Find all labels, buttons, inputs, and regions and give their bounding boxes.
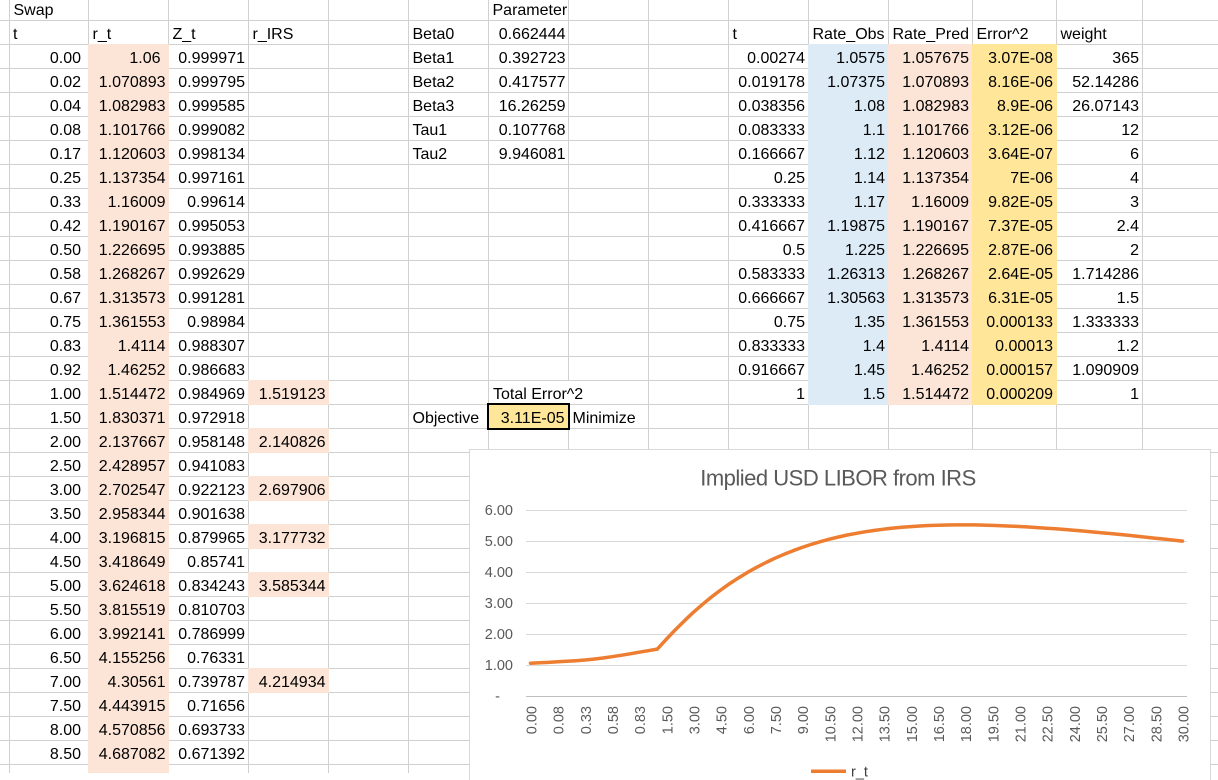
svg-text:5.00: 5.00 (485, 534, 513, 550)
svg-text:13.50: 13.50 (878, 706, 894, 742)
svg-text:6.00: 6.00 (485, 503, 513, 519)
svg-text:0.58: 0.58 (606, 706, 622, 734)
svg-text:7.50: 7.50 (769, 706, 785, 734)
svg-text:25.50: 25.50 (1095, 706, 1111, 742)
svg-text:0.00: 0.00 (525, 706, 541, 734)
svg-text:15.00: 15.00 (905, 706, 921, 742)
svg-text:16.50: 16.50 (932, 706, 948, 742)
svg-text:10.50: 10.50 (823, 706, 839, 742)
svg-text:Implied USD LIBOR from IRS: Implied USD LIBOR from IRS (700, 466, 976, 491)
svg-text:9.00: 9.00 (796, 706, 812, 734)
svg-text:2.00: 2.00 (485, 627, 513, 643)
svg-text:1.50: 1.50 (660, 706, 676, 734)
svg-text:24.00: 24.00 (1068, 706, 1084, 742)
svg-text:30.00: 30.00 (1177, 706, 1193, 742)
svg-text:21.00: 21.00 (1014, 706, 1030, 742)
svg-text:4.00: 4.00 (485, 565, 513, 581)
svg-text:19.50: 19.50 (986, 706, 1002, 742)
svg-text:3.00: 3.00 (688, 706, 704, 734)
svg-text:1.00: 1.00 (485, 658, 513, 674)
svg-text:28.50: 28.50 (1149, 706, 1165, 742)
svg-text:18.00: 18.00 (959, 706, 975, 742)
svg-text:27.00: 27.00 (1122, 706, 1138, 742)
svg-text:r_t: r_t (851, 765, 868, 780)
svg-text:4.50: 4.50 (715, 706, 731, 734)
svg-text:12.00: 12.00 (851, 706, 867, 742)
svg-text:-: - (495, 689, 500, 705)
svg-text:0.83: 0.83 (633, 706, 649, 734)
svg-text:3.00: 3.00 (485, 596, 513, 612)
svg-text:22.50: 22.50 (1041, 706, 1057, 742)
svg-text:6.00: 6.00 (742, 706, 758, 734)
svg-text:0.33: 0.33 (579, 706, 595, 734)
svg-text:0.08: 0.08 (552, 706, 568, 734)
